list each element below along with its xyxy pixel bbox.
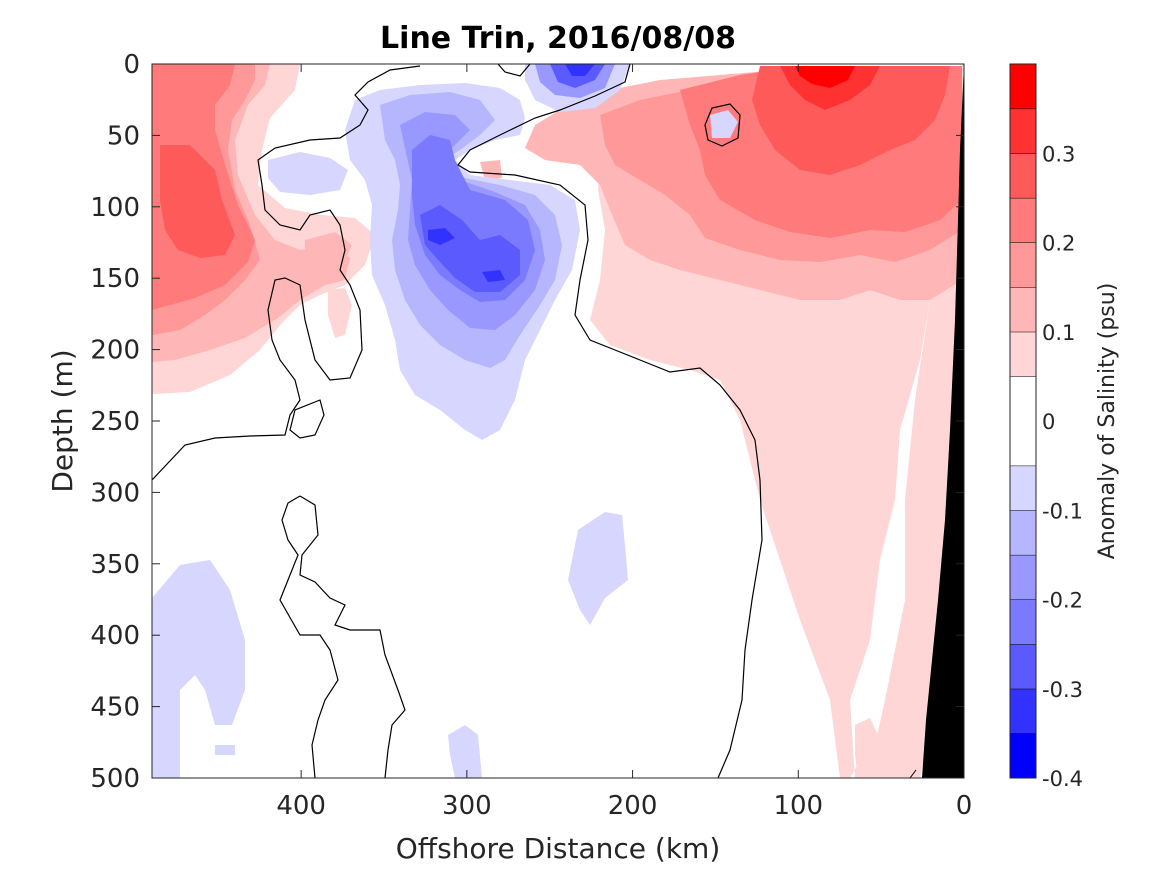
- zero-contour-small: [289, 399, 325, 439]
- anomaly-region-deep-fresh-bottom: [448, 725, 482, 778]
- y-tick-label: 200: [90, 336, 140, 366]
- x-axis-label: Offshore Distance (km): [396, 832, 721, 865]
- anomaly-region-surface-fresh-0.3: [565, 64, 595, 76]
- x-tick-label: 200: [608, 791, 658, 821]
- anomaly-region-small-salty-3: [480, 160, 502, 180]
- anomaly-region-offshore-salty-0.25: [160, 145, 235, 258]
- zero-contour-main: [152, 65, 421, 481]
- colorbar-tick-label: 0.2: [1042, 232, 1075, 256]
- x-tick-label: 300: [442, 791, 492, 821]
- colorbar-swatch: [1010, 688, 1036, 734]
- y-axis-label: Depth (m): [46, 349, 79, 492]
- chart-title: Line Trin, 2016/08/08: [380, 21, 736, 56]
- colorbar-ticks: 0.3 0.2 0.1 0 -0.1 -0.2 -0.3 -0.4: [1042, 142, 1083, 791]
- colorbar-swatch: [1010, 733, 1036, 778]
- anomaly-region-deep-fresh-offshore: [152, 560, 245, 778]
- colorbar-tick-label: 0: [1042, 410, 1055, 434]
- anomaly-region-small-salty-2: [305, 232, 352, 265]
- anomaly-region-deep-fresh: [568, 512, 628, 625]
- zero-contour-upper: [457, 64, 763, 778]
- y-tick-label: 450: [90, 693, 140, 723]
- y-tick-label: 100: [90, 193, 140, 223]
- colorbar-tick-label: -0.4: [1042, 767, 1083, 791]
- colorbar-swatch: [1010, 376, 1036, 466]
- colorbar-tick-label: 0.1: [1042, 321, 1075, 345]
- zero-contour-deep-2: [279, 495, 339, 778]
- colorbar-swatch: [1010, 108, 1036, 154]
- anomaly-region-small-salty: [328, 288, 352, 338]
- anomaly-region-nearshore-salty-0.35: [795, 66, 855, 88]
- colorbar-tick-label: 0.3: [1042, 142, 1075, 166]
- colorbar-tick-label: -0.3: [1042, 678, 1083, 702]
- anomaly-region-fresh-0.25: [420, 205, 520, 292]
- colorbar-swatch: [1010, 242, 1036, 288]
- colorbar-swatch: [1010, 64, 1036, 109]
- x-tick-label: 400: [276, 791, 326, 821]
- colorbar-swatch: [1010, 331, 1036, 377]
- anomaly-region-deep-nearshore-salty: [855, 718, 878, 778]
- anomaly-region-fresh-0.3: [428, 228, 505, 282]
- colorbar-label: Anomaly of Salinity (psu): [1095, 283, 1120, 560]
- y-tick-label: 500: [90, 764, 140, 794]
- colorbar-tick-label: -0.1: [1042, 499, 1083, 523]
- colorbar-swatch: [1010, 644, 1036, 689]
- y-tick-label: 0: [123, 50, 140, 80]
- colorbar-swatch: [1010, 287, 1036, 332]
- x-tick-label: 0: [956, 791, 973, 821]
- plot-area: [152, 64, 964, 778]
- colorbar-swatch: [1010, 554, 1036, 600]
- y-tick-label: 350: [90, 550, 140, 580]
- x-tick-label: 100: [773, 791, 823, 821]
- bathymetry-shelf: [922, 64, 964, 778]
- colorbar-tick-label: -0.2: [1042, 589, 1083, 613]
- colorbar-frame: [1009, 63, 1037, 779]
- colorbar-swatch: [1010, 599, 1036, 645]
- zero-contour-deep: [299, 495, 406, 778]
- colorbar-swatch: [1010, 465, 1036, 511]
- negative-anomaly-contours: [152, 64, 738, 778]
- y-axis-ticks: 0 50 100 150 200 250 300 350 400 450 500: [90, 50, 964, 794]
- bathymetry-edge: [909, 769, 917, 778]
- y-tick-label: 250: [90, 407, 140, 437]
- colorbar-swatch: [1010, 153, 1036, 198]
- y-tick-label: 150: [90, 264, 140, 294]
- colorbar-swatch: [1010, 197, 1036, 243]
- colorbar: [1009, 63, 1037, 779]
- zero-contour-eddy: [704, 103, 741, 147]
- y-tick-label: 400: [90, 621, 140, 651]
- y-tick-label: 50: [107, 121, 140, 151]
- x-axis-ticks: 400 300 200 100 0: [276, 64, 972, 821]
- colorbar-swatch: [1010, 510, 1036, 555]
- y-tick-label: 300: [90, 478, 140, 508]
- zero-contour-lines: [152, 64, 763, 778]
- anomaly-region-small-fresh-eddy: [710, 110, 738, 138]
